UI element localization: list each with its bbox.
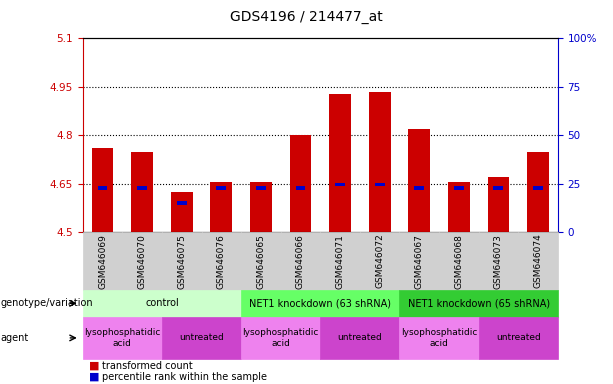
Bar — [289, 135, 311, 232]
Text: untreated: untreated — [496, 333, 541, 343]
Text: untreated: untreated — [179, 333, 224, 343]
Bar — [131, 152, 153, 232]
Text: GSM646075: GSM646075 — [177, 234, 186, 288]
Text: control: control — [145, 298, 179, 308]
Text: ■: ■ — [89, 372, 99, 382]
Bar — [369, 92, 390, 232]
Bar — [335, 182, 345, 186]
Bar — [493, 186, 503, 190]
Text: GSM646073: GSM646073 — [494, 234, 503, 288]
Bar — [533, 186, 543, 190]
Bar — [171, 192, 192, 232]
Text: GSM646072: GSM646072 — [375, 234, 384, 288]
Bar — [527, 152, 549, 232]
Bar — [92, 148, 113, 232]
Bar — [97, 186, 107, 190]
Text: GSM646067: GSM646067 — [415, 234, 424, 288]
Bar — [448, 182, 470, 232]
Bar — [408, 129, 430, 232]
Bar — [295, 186, 305, 190]
Text: GSM646076: GSM646076 — [217, 234, 226, 288]
Text: NET1 knockdown (63 shRNA): NET1 knockdown (63 shRNA) — [249, 298, 391, 308]
Text: GSM646071: GSM646071 — [335, 234, 345, 288]
Text: GSM646070: GSM646070 — [138, 234, 147, 288]
Text: lysophosphatidic
acid: lysophosphatidic acid — [401, 328, 478, 348]
Bar — [454, 186, 464, 190]
Bar — [329, 94, 351, 232]
Text: lysophosphatidic
acid: lysophosphatidic acid — [243, 328, 319, 348]
Text: GSM646065: GSM646065 — [256, 234, 265, 288]
Text: transformed count: transformed count — [102, 361, 193, 371]
Bar — [210, 182, 232, 232]
Text: GSM646068: GSM646068 — [454, 234, 463, 288]
Text: untreated: untreated — [338, 333, 383, 343]
Text: GSM646069: GSM646069 — [98, 234, 107, 288]
Text: ■: ■ — [89, 361, 99, 371]
Bar — [250, 182, 272, 232]
Text: NET1 knockdown (65 shRNA): NET1 knockdown (65 shRNA) — [408, 298, 550, 308]
Bar — [375, 182, 384, 186]
Bar — [216, 186, 226, 190]
Text: GSM646074: GSM646074 — [533, 234, 543, 288]
Bar — [177, 201, 187, 205]
Bar — [487, 177, 509, 232]
Text: GDS4196 / 214477_at: GDS4196 / 214477_at — [230, 10, 383, 23]
Text: agent: agent — [1, 333, 29, 343]
Text: GSM646066: GSM646066 — [296, 234, 305, 288]
Bar — [137, 186, 147, 190]
Bar — [414, 186, 424, 190]
Text: lysophosphatidic
acid: lysophosphatidic acid — [84, 328, 161, 348]
Text: percentile rank within the sample: percentile rank within the sample — [102, 372, 267, 382]
Text: genotype/variation: genotype/variation — [1, 298, 93, 308]
Bar — [256, 186, 266, 190]
